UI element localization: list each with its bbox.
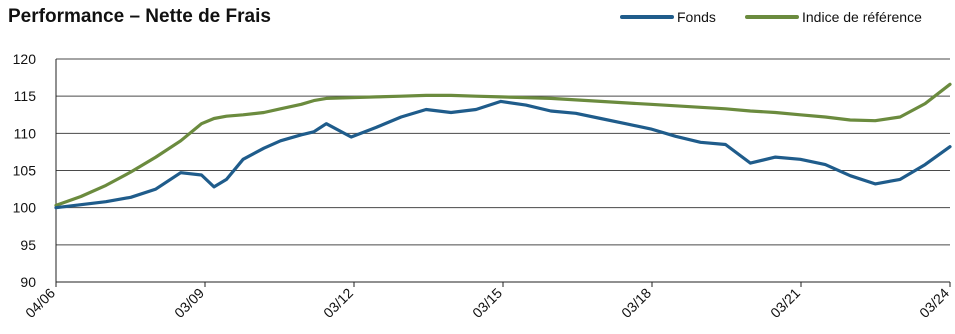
legend-swatch-indice bbox=[745, 15, 799, 19]
legend-swatch-fonds bbox=[620, 15, 674, 19]
x-tick-label: 03/12 bbox=[320, 285, 356, 321]
y-tick-label: 90 bbox=[20, 274, 36, 290]
x-tick-label: 03/15 bbox=[469, 285, 505, 321]
legend-item-fonds: Fonds bbox=[620, 9, 716, 25]
legend-label-indice: Indice de référence bbox=[802, 9, 922, 25]
x-tick-label: 03/09 bbox=[171, 285, 207, 321]
series-line-indice bbox=[54, 82, 952, 207]
y-tick-label: 115 bbox=[14, 88, 37, 104]
y-tick-label: 110 bbox=[14, 125, 37, 141]
y-tick-label: 105 bbox=[13, 163, 37, 179]
legend-label-fonds: Fonds bbox=[677, 9, 716, 25]
y-tick-label: 95 bbox=[20, 237, 36, 253]
series-line-fonds bbox=[54, 99, 952, 210]
chart-title: Performance – Nette de Frais bbox=[8, 6, 271, 27]
legend-item-indice: Indice de référence bbox=[745, 9, 922, 25]
x-tick-label: 03/21 bbox=[767, 285, 803, 321]
y-tick-label: 120 bbox=[13, 51, 37, 67]
x-tick-label: 04/06 bbox=[22, 285, 58, 321]
x-tick-label: 03/24 bbox=[916, 285, 952, 321]
chart-legend: Fonds Indice de référence bbox=[0, 9, 955, 31]
x-tick-label: 03/18 bbox=[618, 285, 654, 321]
y-tick-label: 100 bbox=[13, 200, 37, 216]
